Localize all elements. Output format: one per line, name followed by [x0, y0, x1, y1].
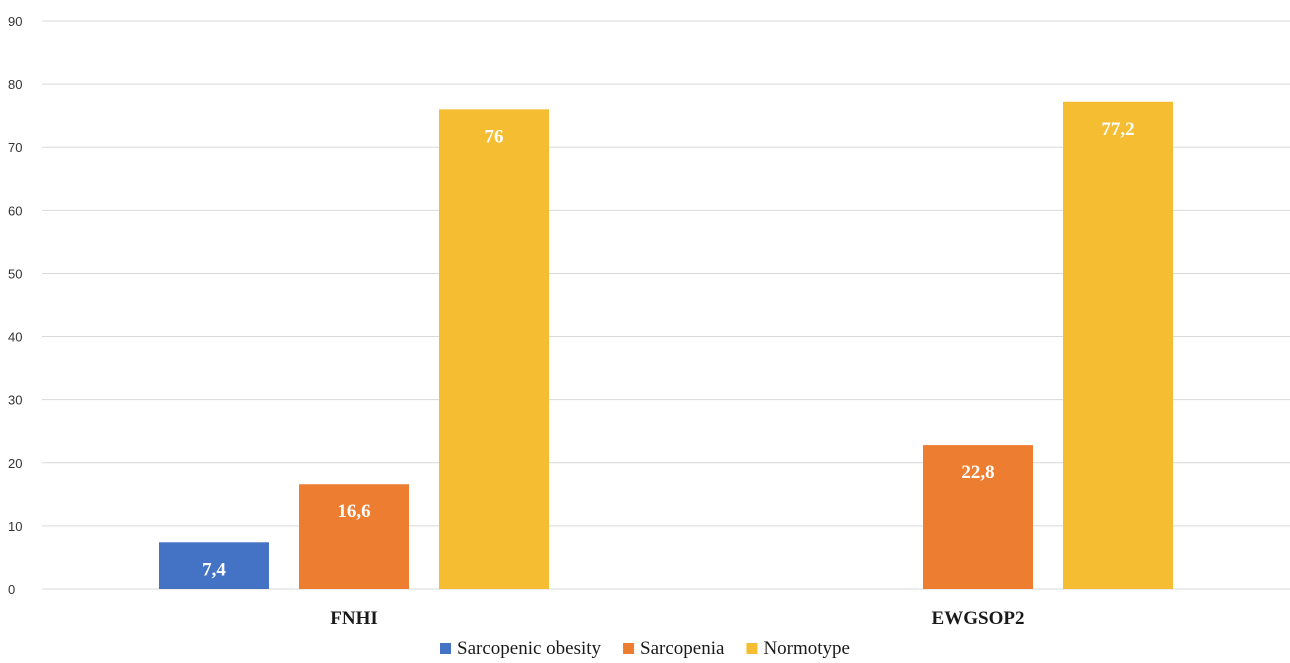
- data-label: 7,4: [202, 559, 226, 580]
- y-tick-label: 20: [8, 456, 22, 471]
- bar: [159, 542, 269, 589]
- bar: [923, 445, 1033, 589]
- bar: [299, 484, 409, 589]
- legend-item: Normotype: [746, 638, 850, 659]
- y-tick-label: 30: [8, 393, 22, 408]
- y-tick-label: 10: [8, 519, 22, 534]
- data-labels: 7,4 16,6 76 22,8 77,2: [202, 119, 1135, 581]
- legend-label: Normotype: [763, 638, 850, 659]
- legend-swatch: [623, 643, 635, 654]
- data-label: 22,8: [961, 462, 994, 483]
- data-label: 16,6: [337, 501, 370, 522]
- legend-item: Sarcopenia: [623, 638, 725, 659]
- y-tick-label: 80: [8, 77, 22, 92]
- data-label: 77,2: [1101, 119, 1134, 140]
- legend: Sarcopenic obesity Sarcopenia Normotype: [440, 638, 850, 659]
- y-tick-label: 70: [8, 140, 22, 155]
- category-label: EWGSOP2: [932, 608, 1025, 629]
- legend-item: Sarcopenic obesity: [440, 638, 602, 659]
- y-tick-label: 60: [8, 203, 22, 218]
- bars: [159, 101, 1173, 589]
- legend-swatch: [746, 643, 758, 654]
- y-tick-label: 90: [8, 14, 22, 29]
- gridlines: [42, 20, 1290, 590]
- y-tick-label: 40: [8, 330, 22, 345]
- bar: [1063, 101, 1173, 589]
- legend-label: Sarcopenia: [640, 638, 725, 659]
- category-label: FNHI: [330, 608, 378, 629]
- data-label: 76: [485, 126, 504, 147]
- legend-swatch: [440, 643, 451, 654]
- y-axis-tick-labels: 0 10 20 30 40 50 60 70 80 90: [8, 14, 22, 597]
- legend-label: Sarcopenic obesity: [457, 638, 602, 659]
- bar: [439, 109, 549, 589]
- x-axis-category-labels: FNHI EWGSOP2: [330, 608, 1024, 629]
- y-tick-label: 50: [8, 266, 22, 281]
- y-tick-label: 0: [8, 582, 15, 597]
